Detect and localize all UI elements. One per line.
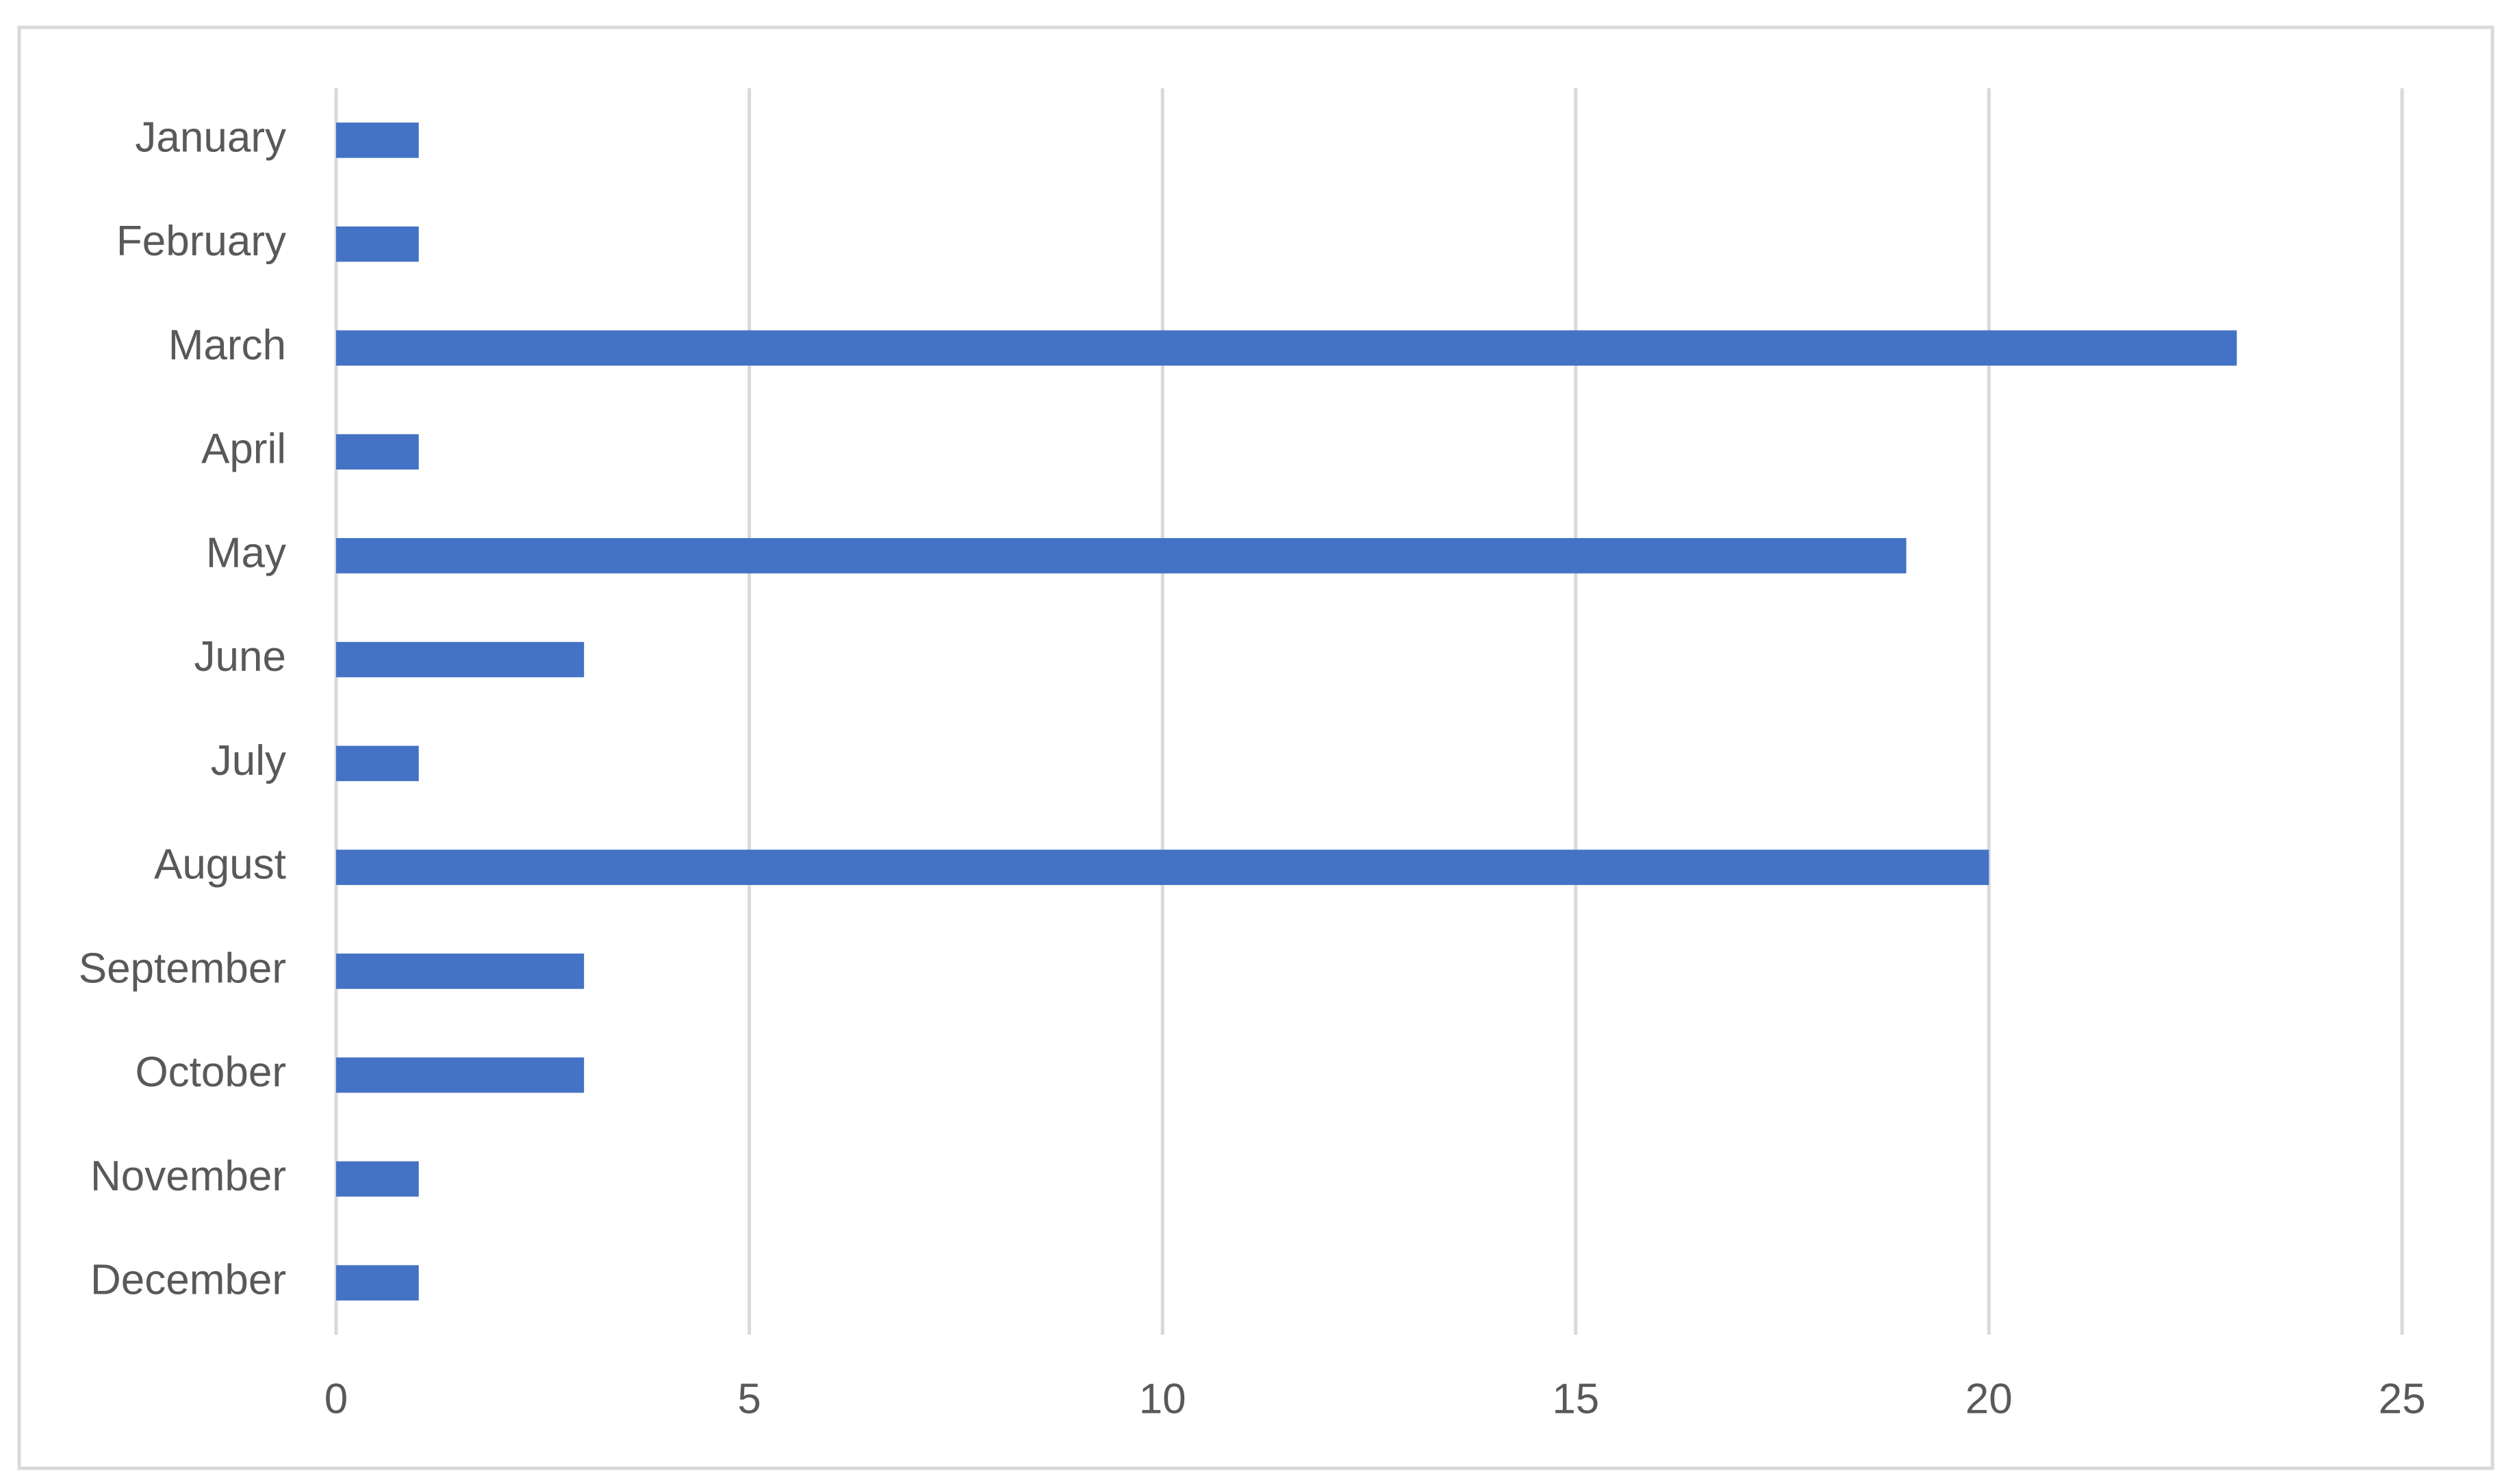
y-tick-label: July xyxy=(211,737,286,784)
y-tick-label: August xyxy=(154,841,286,888)
bar xyxy=(336,123,419,158)
x-tick-label: 15 xyxy=(1552,1375,1599,1422)
y-tick-label: April xyxy=(201,426,286,473)
y-tick-label: March xyxy=(168,322,286,369)
chart-border xyxy=(17,25,2495,1470)
x-tick-label: 0 xyxy=(324,1375,348,1422)
y-tick-label: September xyxy=(79,945,286,992)
y-tick-label: January xyxy=(135,114,286,161)
x-tick-label: 10 xyxy=(1139,1375,1186,1422)
y-tick-label: December xyxy=(90,1257,286,1304)
y-tick-label: February xyxy=(116,218,286,265)
bar xyxy=(336,1265,419,1301)
bar xyxy=(336,434,419,470)
bar xyxy=(336,745,419,782)
bar xyxy=(336,849,1989,885)
bar xyxy=(336,954,585,989)
bar xyxy=(336,1057,585,1093)
bar xyxy=(336,226,419,262)
x-tick-label: 25 xyxy=(2379,1375,2426,1422)
x-tick-label: 5 xyxy=(737,1375,761,1422)
y-tick-label: November xyxy=(90,1153,286,1200)
x-tick-label: 20 xyxy=(1965,1375,2013,1422)
y-tick-label: May xyxy=(206,529,286,576)
y-tick-label: June xyxy=(194,633,286,680)
bar xyxy=(336,538,1906,574)
bar xyxy=(336,330,2237,366)
bar xyxy=(336,1161,419,1197)
bar xyxy=(336,641,585,678)
y-tick-label: October xyxy=(135,1049,286,1096)
